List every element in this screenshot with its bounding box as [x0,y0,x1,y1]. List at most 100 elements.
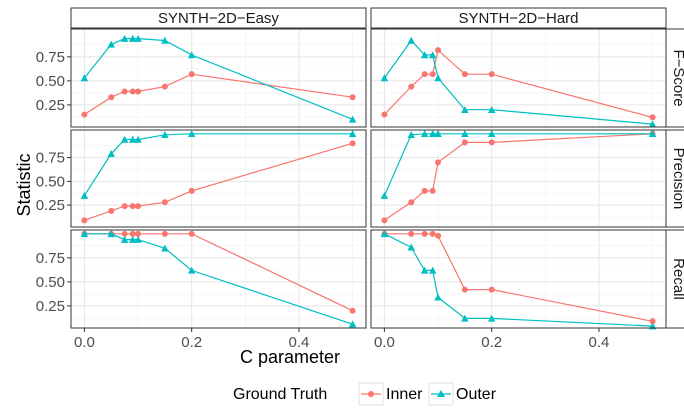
data-point-outer [161,244,169,252]
data-point-outer [461,314,469,322]
x-tick-label: 0.0 [74,334,95,351]
data-point-outer [407,131,415,139]
data-point-outer [428,266,437,274]
data-point-outer [648,130,657,138]
data-point-inner [421,71,428,78]
data-point-inner [81,111,88,118]
y-tick-label: 0.50 [36,274,65,291]
data-point-outer [348,320,357,328]
data-point-outer [434,74,442,82]
y-tick-label: 0.25 [36,97,65,114]
data-point-inner [135,88,142,95]
data-point-inner [488,71,495,78]
data-point-outer [80,230,89,238]
x-tick-label: 0.4 [589,334,610,351]
column-strip [370,7,667,29]
data-point-outer [128,135,137,143]
data-point-outer [428,130,437,138]
row-strip-label: Precision [670,148,684,210]
y-tick-label: 0.75 [36,250,65,267]
data-point-inner [135,203,142,210]
data-point-inner [135,230,142,237]
panel-background [371,130,666,227]
data-point-outer [134,34,142,42]
y-tick-label: 0.25 [36,197,65,214]
data-point-inner [461,286,468,293]
panel: 0.25 0.50 0.75 0.0 0.2 0.4 [36,229,367,351]
series-line-outer [83,37,353,120]
row-strip-label: F−Score [670,49,684,106]
data-point-inner [421,187,428,194]
data-point-inner [461,139,468,146]
data-point-outer [161,131,169,139]
y-tick-label: 0.75 [36,150,65,167]
data-point-outer [134,135,142,143]
data-point-inner [188,187,195,194]
data-point-outer [487,314,496,322]
data-point-inner [435,232,442,239]
panel-background [71,130,366,227]
data-point-outer [428,51,437,59]
series-line-outer [83,133,353,196]
data-point-outer [120,135,129,143]
data-point-inner [188,230,195,237]
legend-entry-outer: Outer [456,386,497,403]
panel [370,28,667,128]
data-point-outer [487,105,496,113]
x-axis-title: C parameter [240,347,340,367]
data-point-outer [80,191,89,199]
data-point-inner [108,94,115,101]
data-point-inner [188,71,195,78]
panel-border [370,129,667,228]
data-point-outer [80,74,89,82]
panel: 0.25 0.50 0.75 [36,129,367,228]
data-point-inner [349,140,356,147]
data-point-inner [129,230,136,237]
panel-border [70,28,367,128]
data-point-outer [187,266,196,274]
x-tick-label: 0.0 [374,334,395,351]
data-point-outer [380,191,389,199]
data-point-inner [408,230,415,237]
data-point-outer [380,230,389,238]
data-point-inner [488,286,495,293]
x-tick-label: 0.2 [181,334,202,351]
x-tick-label: 0.2 [481,334,502,351]
data-point-inner [129,88,136,95]
data-point-outer [134,235,142,243]
data-point-outer [107,150,115,158]
data-point-outer [434,293,442,301]
y-axis-title: Statistic [14,153,34,216]
series-line-outer [384,233,653,327]
data-point-inner [161,83,168,90]
y-tick-label: 0.75 [36,49,65,66]
data-point-inner [429,71,436,78]
data-point-outer [161,36,169,44]
series-line-inner [383,48,653,118]
data-point-inner [108,207,115,214]
data-point-outer [128,235,137,243]
data-point-outer [348,130,357,138]
panels-layer: SYNTH−2D−Easy SYNTH−2D−Hard F−Score Precisi… [36,7,684,351]
data-point-inner [161,230,168,237]
data-point-outer [648,120,657,128]
data-point-outer [420,51,429,59]
panel-background [371,230,666,328]
data-point-outer [348,115,357,123]
data-point-inner [408,199,415,206]
panel: 0.25 0.50 0.75 [36,28,367,128]
data-point-inner [349,307,356,314]
data-point-outer [187,130,196,138]
data-point-outer [120,235,129,243]
data-point-outer [120,34,129,42]
data-point-inner [649,114,656,121]
y-tick-label: 0.25 [36,298,65,315]
data-point-outer [487,130,496,138]
column-strip-label: SYNTH−2D−Hard [458,10,578,27]
data-point-inner [649,318,656,325]
data-point-inner [81,217,88,224]
legend-key-marker [368,391,374,397]
data-point-inner [381,111,388,118]
data-point-outer [407,243,415,251]
